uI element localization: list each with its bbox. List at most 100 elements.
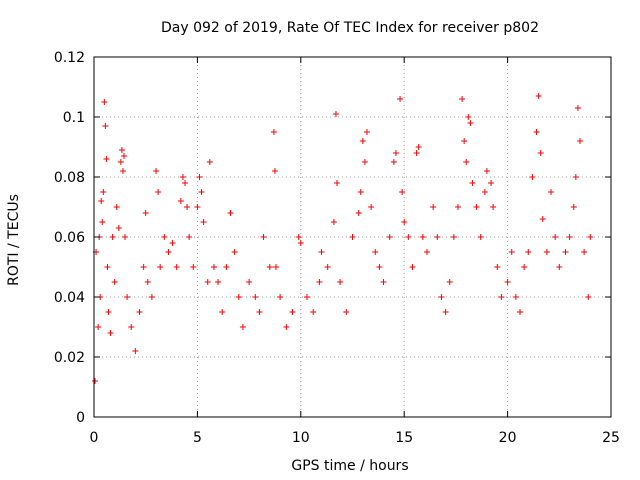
data-point [289, 309, 296, 315]
data-point [210, 264, 217, 270]
data-point [581, 249, 588, 255]
data-point [413, 150, 420, 156]
data-point [376, 264, 383, 270]
data-point [574, 105, 581, 111]
data-point [548, 189, 555, 195]
y-tick-label: 0.08 [54, 170, 85, 186]
data-point [283, 324, 290, 330]
data-point [467, 120, 474, 126]
data-point [372, 249, 379, 255]
data-point [122, 234, 129, 240]
data-point [277, 294, 284, 300]
data-point [585, 294, 592, 300]
data-point [316, 279, 323, 285]
data-point [297, 240, 304, 246]
data-point [552, 234, 559, 240]
data-point [128, 324, 135, 330]
data-point [117, 159, 124, 165]
data-point [357, 189, 364, 195]
y-tick-label: 0.04 [54, 290, 85, 306]
data-point [332, 111, 339, 117]
data-point [95, 324, 102, 330]
data-point [570, 204, 577, 210]
data-point [204, 279, 211, 285]
data-point [423, 249, 430, 255]
data-point [219, 309, 226, 315]
data-point [105, 309, 112, 315]
data-point [271, 168, 278, 174]
data-point [142, 210, 149, 216]
data-point [469, 180, 476, 186]
data-point [473, 204, 480, 210]
data-point [337, 279, 344, 285]
data-point [543, 249, 550, 255]
data-point [318, 249, 325, 255]
data-point [508, 249, 515, 255]
data-point [533, 129, 540, 135]
data-point [194, 204, 201, 210]
y-tick-label: 0 [76, 410, 85, 426]
data-point [109, 234, 116, 240]
data-point [529, 174, 536, 180]
data-point [324, 264, 331, 270]
data-point [494, 264, 501, 270]
x-tick-label: 25 [602, 430, 620, 446]
x-tick-label: 5 [193, 430, 202, 446]
data-point [535, 93, 542, 99]
data-point [450, 234, 457, 240]
data-point [419, 234, 426, 240]
data-point [361, 159, 368, 165]
data-point [572, 174, 579, 180]
x-axis-label: GPS time / hours [291, 458, 408, 474]
y-tick-label: 0.1 [63, 110, 85, 126]
data-point [490, 204, 497, 210]
data-point [363, 129, 370, 135]
data-point [246, 279, 253, 285]
data-point [368, 204, 375, 210]
data-point [266, 264, 273, 270]
data-point [153, 168, 160, 174]
data-point [465, 114, 472, 120]
data-point [446, 279, 453, 285]
data-point [136, 309, 143, 315]
data-point [517, 309, 524, 315]
data-point [463, 159, 470, 165]
data-point [454, 204, 461, 210]
data-point [390, 159, 397, 165]
data-point [196, 174, 203, 180]
data-point [169, 240, 176, 246]
data-point [512, 294, 519, 300]
data-point [186, 234, 193, 240]
data-point [198, 189, 205, 195]
data-point [310, 309, 317, 315]
x-tick-label: 0 [90, 430, 99, 446]
data-point [409, 264, 416, 270]
x-tick-label: 20 [499, 430, 517, 446]
data-point [101, 99, 108, 105]
data-point [477, 234, 484, 240]
y-tick-label: 0.06 [54, 230, 85, 246]
data-point [539, 216, 546, 222]
data-point [380, 279, 387, 285]
data-point [566, 234, 573, 240]
data-point [399, 189, 406, 195]
data-point [488, 180, 495, 186]
data-point [270, 129, 277, 135]
axis-ticks [93, 56, 612, 418]
data-point [498, 294, 505, 300]
data-point [252, 294, 259, 300]
data-point [144, 279, 151, 285]
data-point [576, 138, 583, 144]
data-point [434, 234, 441, 240]
data-point [92, 378, 99, 384]
data-point [504, 279, 511, 285]
data-point [215, 279, 222, 285]
data-point [206, 159, 213, 165]
data-point [100, 189, 107, 195]
data-point [430, 204, 437, 210]
data-points [92, 93, 594, 384]
data-point [459, 96, 466, 102]
data-point [442, 309, 449, 315]
tick-labels: 0 5 10 15 20 25 0 0.02 0.04 0.06 0.08 0.1 0.12 [54, 50, 620, 446]
y-tick-label: 0.12 [54, 50, 85, 66]
